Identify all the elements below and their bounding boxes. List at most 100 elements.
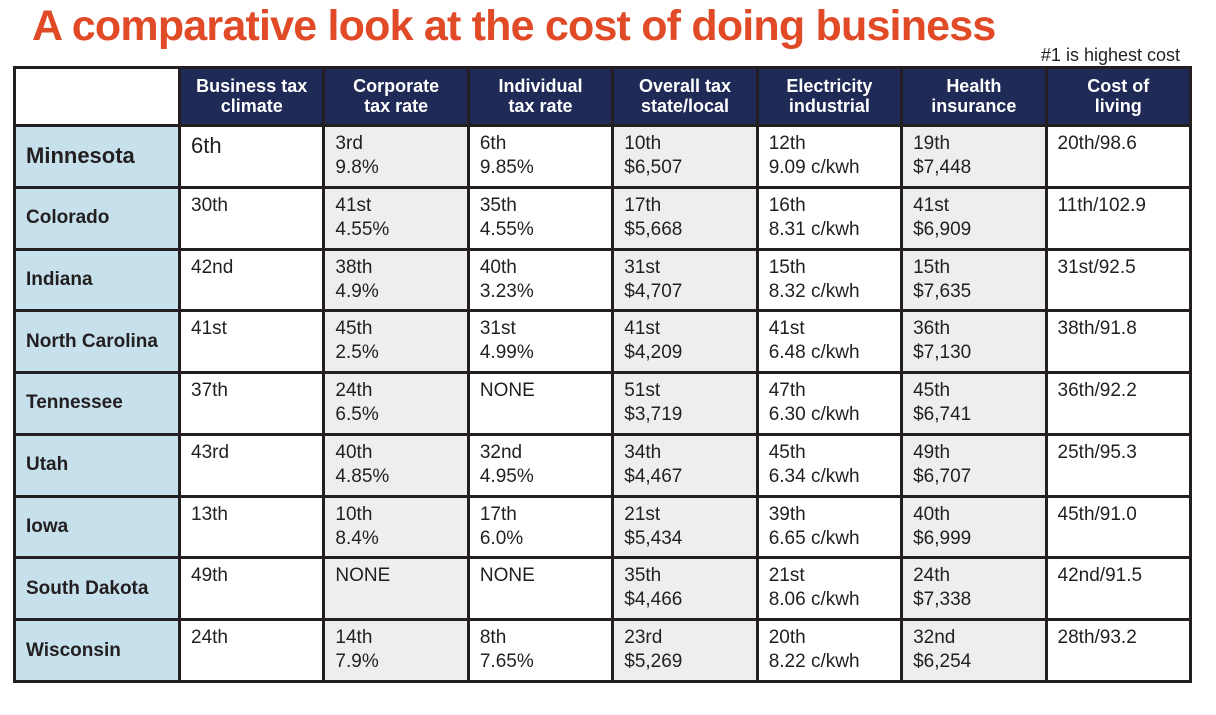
table-cell: 42nd [177, 247, 326, 313]
table-cell: 17th $5,668 [611, 185, 759, 251]
table-cell: 17th 6.0% [466, 494, 615, 560]
cell-value: 31st [624, 256, 661, 278]
table-row: Minnesota 6th 3rd 9.8% 6th 9.85% 10th $6,507 12t… [13, 124, 1193, 189]
column-header: Individual tax rate [466, 66, 615, 127]
table-cell: 47th 6.30 c/kwh [755, 371, 904, 436]
table-cell: 8th 7.65% [466, 618, 615, 683]
cell-value: 11th/102.9 [1057, 194, 1146, 216]
column-header-line: living [1094, 95, 1142, 116]
state-name: Iowa [13, 494, 181, 560]
cell-value: 40th [479, 256, 517, 278]
table-cell: 42nd/91.5 [1044, 556, 1193, 622]
cell-value: 14th [335, 627, 373, 649]
cell-value: 36th/92.2 [1057, 380, 1137, 402]
table-cell: 15th 8.32 c/kwh [755, 247, 904, 313]
cell-value: $5,668 [624, 218, 683, 240]
cell-value: 6.65 c/kwh [768, 527, 860, 549]
cell-value: 41st [624, 318, 661, 340]
cell-value: $6,909 [913, 218, 972, 240]
page-title: A comparative look at the cost of doing … [32, 2, 996, 50]
state-name: Colorado [13, 185, 181, 251]
cell-value: 6.30 c/kwh [768, 404, 860, 426]
table-cell: 45th $6,741 [900, 371, 1048, 436]
column-header: Cost of living [1044, 66, 1193, 127]
cell-value: 23rd [624, 627, 663, 649]
column-header-line: tax rate [364, 95, 429, 116]
cell-value: NONE [479, 380, 535, 402]
cell-value: 15th [768, 256, 806, 278]
table-cell: 16th 8.31 c/kwh [755, 185, 904, 251]
table-cell: 40th $6,999 [900, 494, 1048, 560]
cell-value: 21st [768, 565, 805, 587]
table-cell: 40th 4.85% [322, 432, 470, 498]
cell-value: 7.9% [335, 651, 379, 673]
cell-value: $6,507 [624, 157, 683, 178]
column-header-line: insurance [931, 95, 1017, 116]
table-cell: 6th 9.85% [466, 124, 615, 189]
ranking-note: #1 is highest cost [1040, 45, 1180, 65]
cell-value: 49th [913, 441, 951, 463]
cell-value: $5,269 [624, 651, 683, 673]
cell-value: 37th [191, 380, 228, 402]
cell-value: 4.95% [479, 465, 534, 487]
cell-value: 6.48 c/kwh [768, 342, 860, 364]
table-cell: 31st/92.5 [1044, 247, 1193, 313]
table-cell: 45th 6.34 c/kwh [755, 432, 904, 498]
table-cell: 15th $7,635 [900, 247, 1048, 313]
table-cell: 3rd 9.8% [322, 124, 470, 189]
cell-value: 4.9% [335, 280, 379, 302]
table-cell: 34th $4,467 [611, 432, 759, 498]
cell-value: $6,741 [913, 404, 972, 426]
table-cell: 41st $6,909 [900, 185, 1048, 251]
cell-value: 35th [624, 565, 662, 587]
table-cell: 45th 2.5% [322, 309, 470, 375]
cell-value: 31st/92.5 [1057, 256, 1136, 278]
cell-value: 17th [479, 503, 517, 525]
cell-value: 24th [913, 565, 951, 587]
column-header-line: Corporate [353, 75, 440, 96]
cell-value: 32nd [479, 441, 523, 463]
cell-value: 8th [479, 627, 507, 649]
table-cell: 35th $4,466 [611, 556, 759, 622]
cell-value: 45th [768, 441, 806, 463]
table-cell: 41st [177, 309, 326, 375]
table-cell: 36th $7,130 [900, 309, 1048, 375]
cell-value: $5,434 [624, 527, 683, 549]
cell-value: 32nd [913, 627, 956, 649]
table-cell: 49th [177, 556, 326, 622]
cell-value: 10th [624, 133, 662, 154]
column-header-line: Individual [498, 75, 583, 96]
table-cell: 24th 6.5% [322, 371, 470, 436]
cell-value: 41st [768, 318, 805, 340]
cell-value: 16th [768, 194, 806, 216]
cell-value: 4.99% [479, 342, 534, 364]
table-cell: 31st $4,707 [611, 247, 759, 313]
cell-value: 6th [191, 133, 222, 158]
cell-value: 15th [913, 256, 951, 278]
table-cell: 20th/98.6 [1044, 124, 1193, 189]
table-cell: 28th/93.2 [1044, 618, 1193, 683]
cell-value: 45th/91.0 [1057, 503, 1137, 525]
cell-value: 4.85% [335, 465, 390, 487]
cell-value: $4,466 [624, 589, 683, 611]
cell-value: 19th [913, 133, 951, 154]
cell-value: 31st [479, 318, 516, 340]
column-header-line: Health [946, 75, 1002, 96]
table-row: Tennessee 37th 24th 6.5% NONE 51st $3,719 47th 6… [13, 371, 1193, 436]
cell-value: 7.65% [479, 651, 534, 673]
cell-value: 40th [913, 503, 951, 525]
cell-value: 21st [624, 503, 661, 525]
state-name: Indiana [13, 247, 181, 313]
table-row: Indiana 42nd 38th 4.9% 40th 3.23% 31st $4,707 15… [13, 247, 1193, 313]
table-cell: 20th 8.22 c/kwh [755, 618, 904, 683]
table-body: Minnesota 6th 3rd 9.8% 6th 9.85% 10th $6,507 12t… [13, 124, 1193, 683]
cell-value: 4.55% [335, 218, 390, 240]
column-header: Electricity industrial [755, 66, 904, 127]
table-cell: 30th [177, 185, 326, 251]
state-name: Tennessee [13, 371, 181, 436]
cell-value: $7,338 [913, 589, 972, 611]
state-name: North Carolina [13, 309, 181, 375]
table-cell: 10th $6,507 [611, 124, 759, 189]
cell-value: 3rd [335, 133, 363, 154]
cell-value: 20th/98.6 [1057, 133, 1137, 154]
